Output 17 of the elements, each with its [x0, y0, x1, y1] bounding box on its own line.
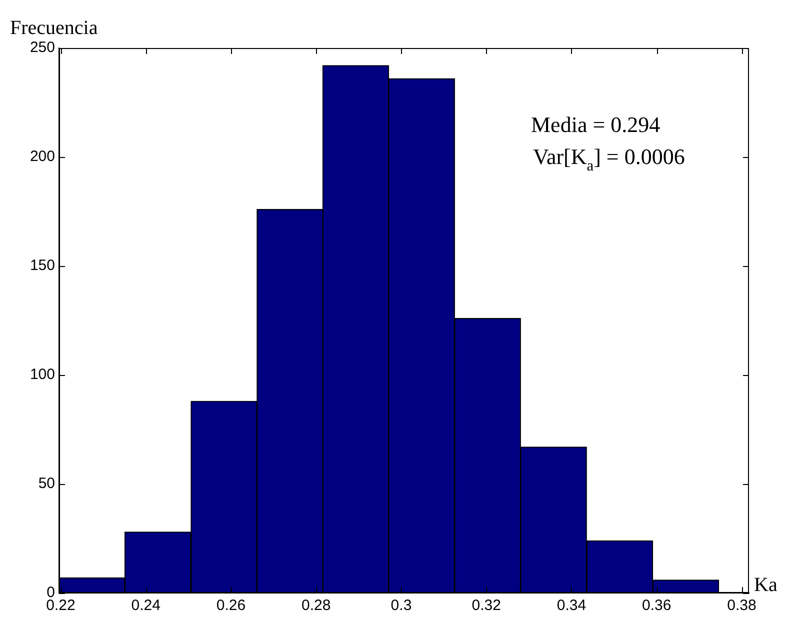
x-axis-title: Ka	[754, 574, 778, 596]
x-tick-label: 0.22	[46, 597, 76, 614]
x-tick-label: 0.34	[556, 597, 586, 614]
y-axis-title: Frecuencia	[10, 17, 98, 39]
annotation: Media = 0.294	[531, 112, 660, 137]
x-tick-label: 0.38	[727, 597, 756, 614]
x-tick-label: 0.3	[390, 597, 412, 614]
y-tick-label: 100	[30, 366, 55, 384]
y-tick-label: 200	[30, 148, 55, 166]
y-tick-label: 150	[30, 257, 55, 274]
x-tick-label: 0.32	[472, 597, 501, 614]
x-tick-label: 0.28	[302, 597, 331, 614]
x-tick-label: 0.26	[216, 597, 246, 614]
x-tick-label: 0.36	[642, 597, 672, 614]
x-tick-label: 0.24	[131, 597, 160, 614]
y-tick-label: 50	[38, 475, 55, 492]
y-tick-label: 250	[30, 39, 55, 56]
